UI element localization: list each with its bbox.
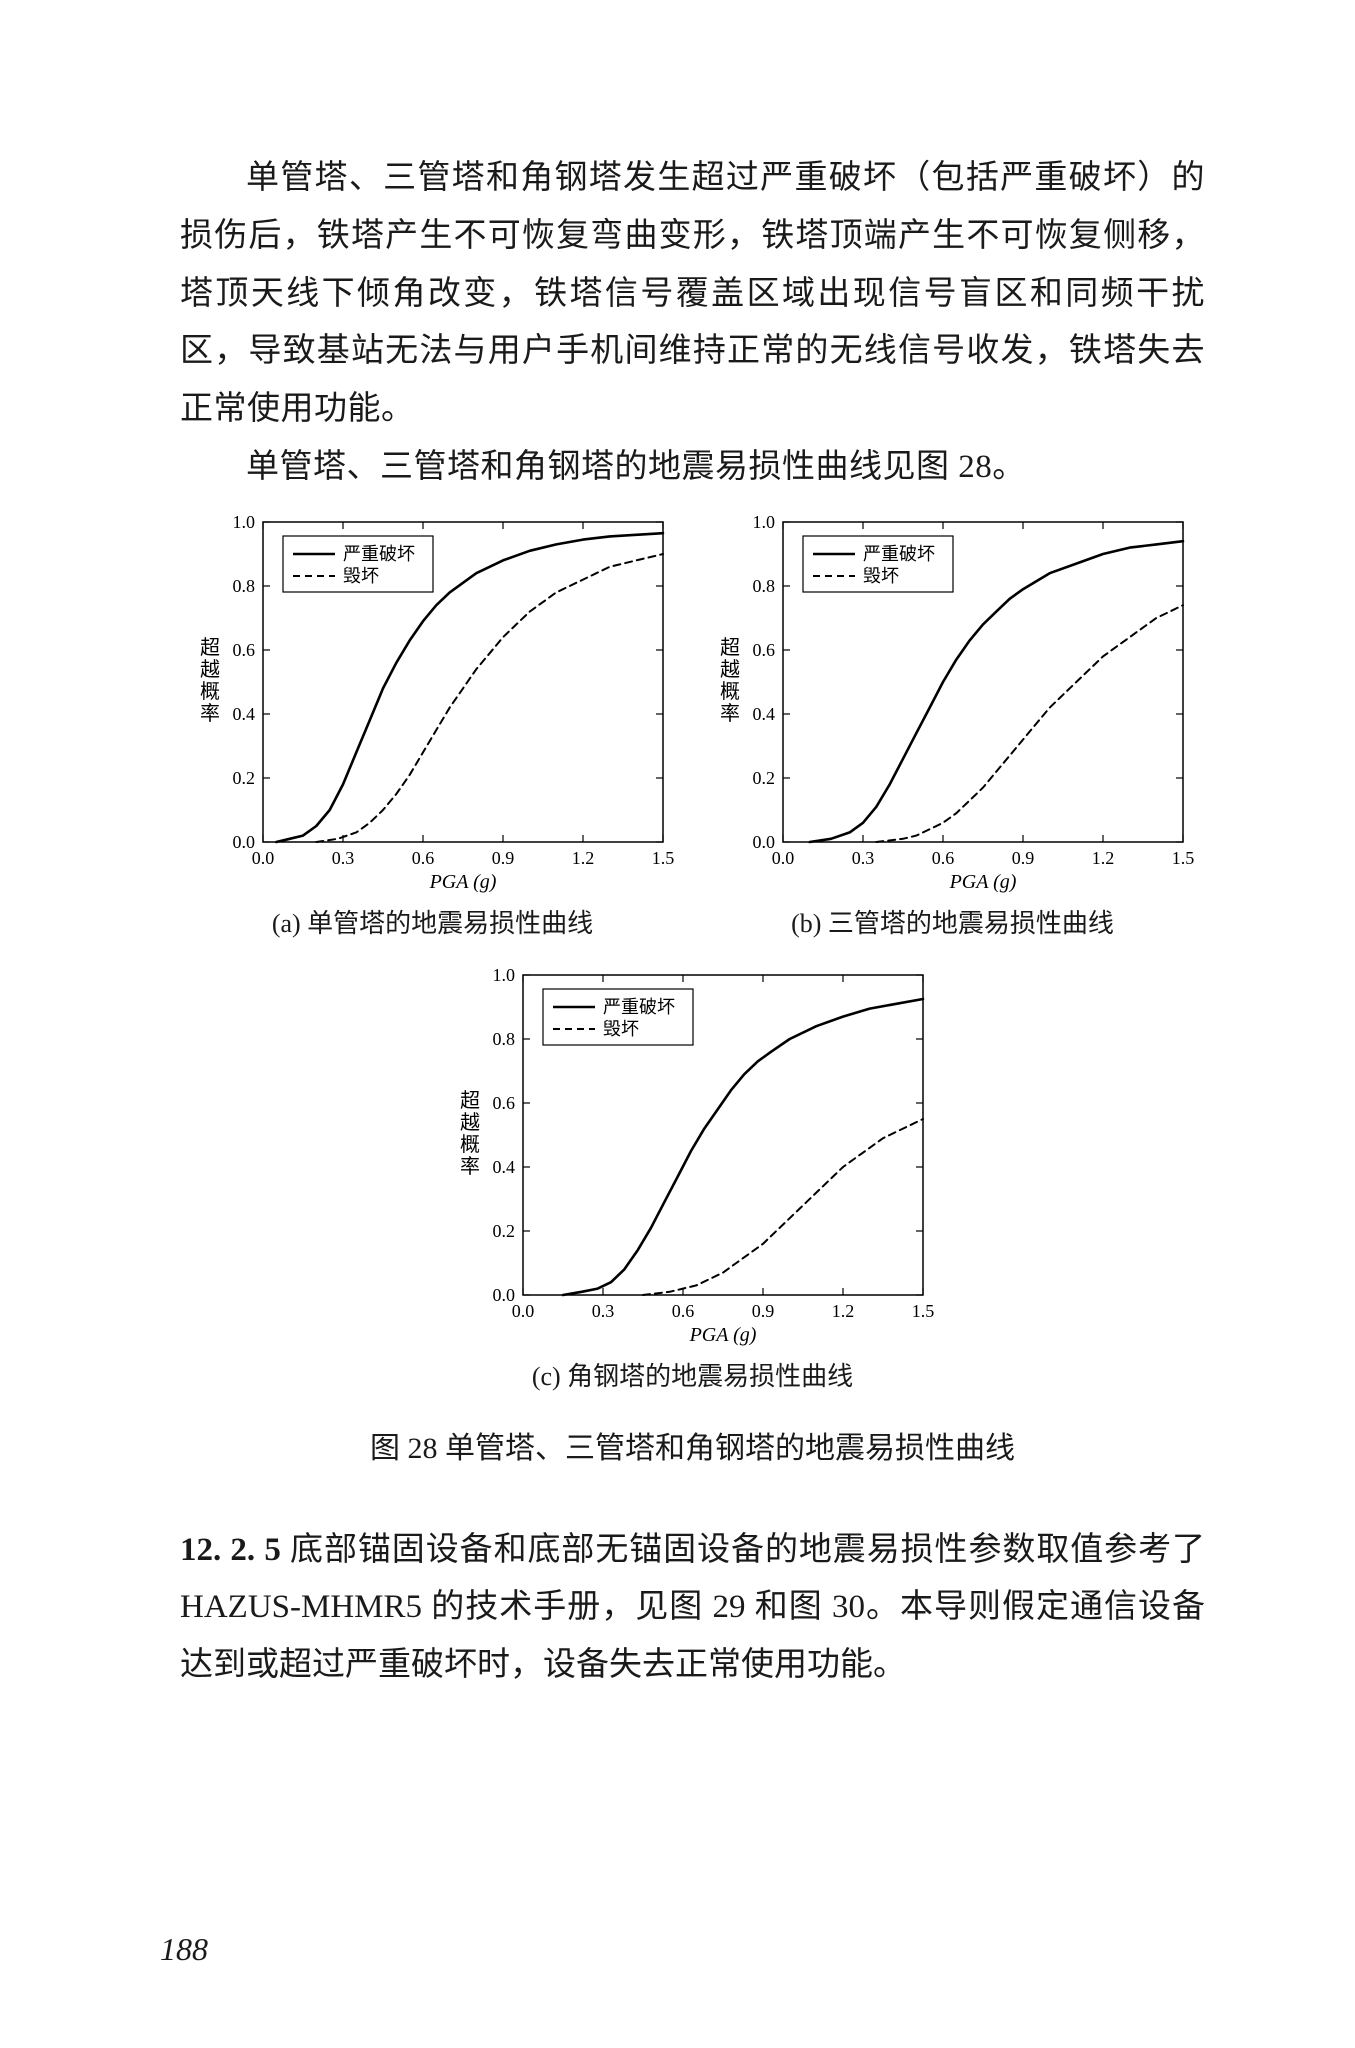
svg-text:0.8: 0.8 (492, 1029, 515, 1049)
svg-text:越: 越 (720, 658, 740, 681)
section-text: 底部锚固设备和底部无锚固设备的地震易损性参数取值参考了 HAZUS-MHMR5 … (180, 1532, 1205, 1684)
svg-text:超: 超 (720, 636, 740, 659)
svg-text:0.2: 0.2 (492, 1221, 515, 1241)
p2-text: 单管塔、三管塔和角钢塔的地震易损性曲线见图 28。 (180, 439, 1205, 497)
chart-c-block: 0.0 0.3 0.6 0.9 1.2 1.5 0.0 0.2 0.4 0.6 0.8 1.0 PGA … (448, 960, 938, 1393)
svg-text:超: 超 (460, 1089, 480, 1112)
svg-text:0.6: 0.6 (931, 848, 954, 868)
svg-text:1.0: 1.0 (752, 512, 775, 532)
svg-text:PGA (g): PGA (g) (688, 1324, 756, 1346)
chart-b-block: 0.0 0.3 0.6 0.9 1.2 1.5 0.0 0.2 0.4 0.6 0.8 1.0 PGA … (708, 507, 1198, 940)
section-12-2-5: 12. 2. 5 底部锚固设备和底部无锚固设备的地震易损性参数取值参考了 HAZ… (180, 1522, 1205, 1695)
svg-text:0.3: 0.3 (331, 848, 354, 868)
svg-text:0.3: 0.3 (591, 1301, 614, 1321)
svg-text:PGA (g): PGA (g) (948, 871, 1016, 893)
svg-text:概: 概 (720, 680, 740, 703)
svg-text:超: 超 (200, 636, 220, 659)
svg-text:PGA (g): PGA (g) (428, 871, 496, 893)
svg-text:0.8: 0.8 (752, 576, 775, 596)
svg-text:严重破坏: 严重破坏 (863, 544, 935, 564)
svg-text:严重破坏: 严重破坏 (603, 997, 675, 1017)
svg-text:概: 概 (200, 680, 220, 703)
svg-text:0.9: 0.9 (1011, 848, 1034, 868)
svg-text:1.5: 1.5 (651, 848, 674, 868)
section-number: 12. 2. 5 (180, 1532, 281, 1568)
svg-text:1.2: 1.2 (831, 1301, 854, 1321)
svg-text:0.0: 0.0 (251, 848, 274, 868)
svg-text:0.9: 0.9 (491, 848, 514, 868)
svg-text:0.4: 0.4 (492, 1157, 515, 1177)
svg-text:0.4: 0.4 (232, 704, 255, 724)
svg-text:毁坏: 毁坏 (603, 1019, 639, 1039)
chart-c-subtitle: (c) 角钢塔的地震易损性曲线 (532, 1356, 853, 1393)
svg-text:0.6: 0.6 (492, 1093, 515, 1113)
svg-text:率: 率 (720, 702, 740, 725)
svg-text:严重破坏: 严重破坏 (343, 544, 415, 564)
svg-text:0.0: 0.0 (492, 1285, 515, 1305)
p1-rest: 坏）的损伤后，铁塔产生不可恢复弯曲变形，铁塔顶端产生不可恢复侧移，塔顶天线下倾角… (180, 160, 1205, 427)
svg-text:1.0: 1.0 (232, 512, 255, 532)
svg-text:0.6: 0.6 (752, 640, 775, 660)
svg-text:1.5: 1.5 (911, 1301, 934, 1321)
charts-row-bottom: 0.0 0.3 0.6 0.9 1.2 1.5 0.0 0.2 0.4 0.6 0.8 1.0 PGA … (180, 960, 1205, 1393)
chart-a-block: 0.0 0.3 0.6 0.9 1.2 1.5 0.0 0.2 0.4 0.6 0.8 1.0 PGA … (188, 507, 678, 940)
svg-text:0.0: 0.0 (771, 848, 794, 868)
svg-text:越: 越 (200, 658, 220, 681)
svg-text:毁坏: 毁坏 (863, 566, 899, 586)
svg-text:0.0: 0.0 (232, 832, 255, 852)
figure-caption: 图 28 单管塔、三管塔和角钢塔的地震易损性曲线 (180, 1423, 1205, 1467)
svg-text:概: 概 (460, 1133, 480, 1156)
p1-line1: 单管塔、三管塔和角钢塔发生超过严重破坏（包括严重破 (246, 160, 1103, 196)
svg-text:率: 率 (460, 1155, 480, 1178)
charts-row-top: 0.0 0.3 0.6 0.9 1.2 1.5 0.0 0.2 0.4 0.6 0.8 1.0 PGA … (180, 507, 1205, 940)
svg-text:0.2: 0.2 (232, 768, 255, 788)
svg-text:0.3: 0.3 (851, 848, 874, 868)
chart-a: 0.0 0.3 0.6 0.9 1.2 1.5 0.0 0.2 0.4 0.6 0.8 1.0 PGA … (188, 507, 678, 897)
paragraph-1: 单管塔、三管塔和角钢塔发生超过严重破坏（包括严重破坏）的损伤后，铁塔产生不可恢复… (180, 150, 1205, 439)
svg-text:0.0: 0.0 (752, 832, 775, 852)
chart-c: 0.0 0.3 0.6 0.9 1.2 1.5 0.0 0.2 0.4 0.6 0.8 1.0 PGA … (448, 960, 938, 1350)
chart-b-subtitle: (b) 三管塔的地震易损性曲线 (791, 903, 1114, 940)
svg-text:0.8: 0.8 (232, 576, 255, 596)
svg-text:0.4: 0.4 (752, 704, 775, 724)
svg-text:1.2: 1.2 (571, 848, 594, 868)
page-number: 188 (160, 1931, 208, 1968)
svg-text:1.2: 1.2 (1091, 848, 1114, 868)
svg-text:1.0: 1.0 (492, 965, 515, 985)
chart-b: 0.0 0.3 0.6 0.9 1.2 1.5 0.0 0.2 0.4 0.6 0.8 1.0 PGA … (708, 507, 1198, 897)
svg-text:0.6: 0.6 (232, 640, 255, 660)
svg-text:1.5: 1.5 (1171, 848, 1194, 868)
svg-text:率: 率 (200, 702, 220, 725)
svg-text:0.9: 0.9 (751, 1301, 774, 1321)
svg-text:0.0: 0.0 (511, 1301, 534, 1321)
svg-text:0.6: 0.6 (411, 848, 434, 868)
svg-text:毁坏: 毁坏 (343, 566, 379, 586)
paragraph-2: 单管塔、三管塔和角钢塔的地震易损性曲线见图 28。 (180, 439, 1205, 497)
svg-text:0.6: 0.6 (671, 1301, 694, 1321)
svg-text:0.2: 0.2 (752, 768, 775, 788)
svg-text:越: 越 (460, 1111, 480, 1134)
chart-a-subtitle: (a) 单管塔的地震易损性曲线 (272, 903, 593, 940)
